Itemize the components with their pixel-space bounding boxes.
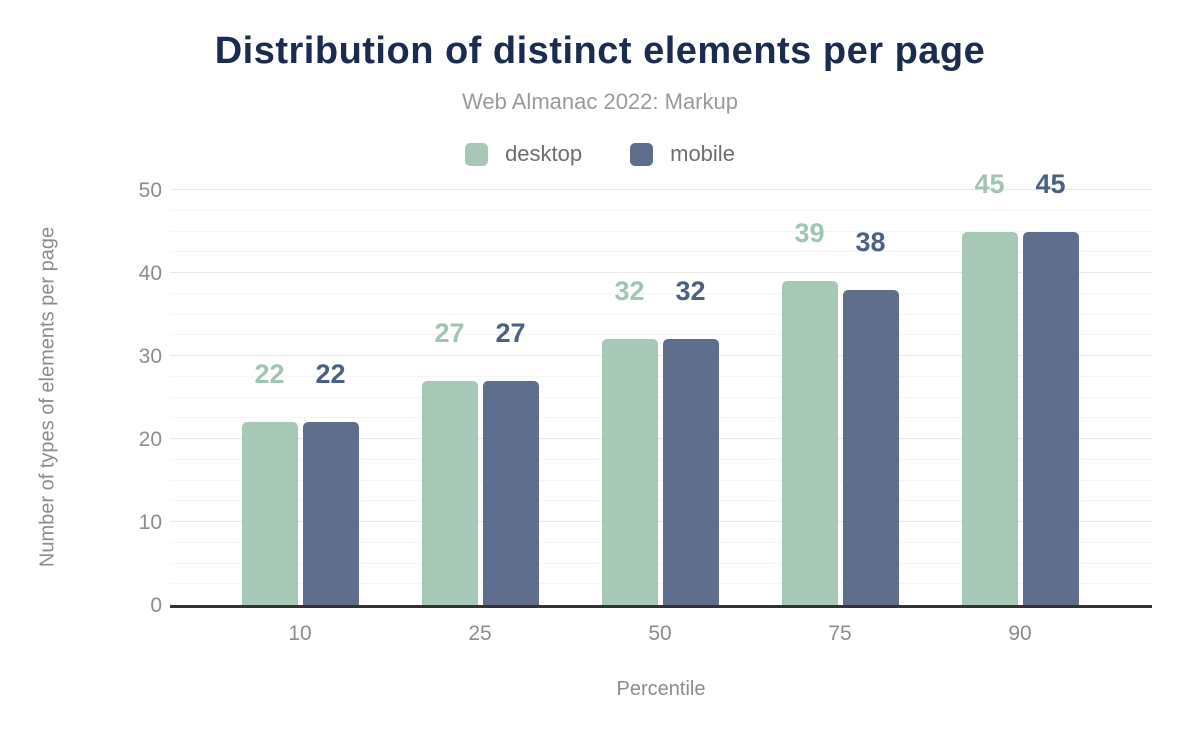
- bar-label-desktop-p50: 32: [614, 276, 645, 307]
- gridline-minor: [170, 209, 1152, 211]
- gridline-minor: [170, 396, 1152, 398]
- legend: desktop mobile: [0, 141, 1200, 167]
- bar-mobile-p50[interactable]: [662, 339, 719, 605]
- plot-area: 22 22 27 27 32 32 39 38 45 45: [170, 170, 1152, 608]
- gridline-minor: [170, 292, 1152, 294]
- gridline-minor: [170, 583, 1152, 585]
- x-tick-label-50: 50: [648, 622, 672, 645]
- y-axis-title: Number of types of elements per page: [36, 226, 59, 568]
- y-tick-label: 50: [138, 179, 162, 202]
- bar-label-mobile-p25: 27: [495, 317, 526, 348]
- y-tick-label: 10: [138, 511, 162, 534]
- gridline-minor: [170, 479, 1152, 481]
- bar-label-desktop-p75: 39: [794, 218, 825, 249]
- gridline-major: [170, 438, 1152, 439]
- bar-mobile-p25[interactable]: [482, 380, 539, 605]
- bar-label-desktop-p90: 45: [974, 168, 1005, 199]
- gridline-minor: [170, 313, 1152, 315]
- gridline-minor: [170, 251, 1152, 253]
- bar-label-mobile-p90: 45: [1035, 168, 1066, 199]
- bar-label-mobile-p75: 38: [855, 226, 886, 257]
- gridline-minor: [170, 417, 1152, 419]
- gridline-minor: [170, 334, 1152, 336]
- bar-desktop-p75[interactable]: [781, 281, 838, 605]
- legend-item-desktop: desktop: [465, 141, 582, 167]
- gridline-minor: [170, 500, 1152, 502]
- desktop-swatch-icon: [465, 142, 489, 166]
- gridline-major: [170, 189, 1152, 190]
- x-tick-label-10: 10: [288, 622, 312, 645]
- gridline-minor: [170, 562, 1152, 564]
- bar-mobile-p90[interactable]: [1022, 231, 1079, 605]
- y-tick-label: 30: [138, 345, 162, 368]
- x-tick-label-90: 90: [1008, 622, 1032, 645]
- bar-label-mobile-p10: 22: [315, 359, 346, 390]
- y-tick-label: 0: [150, 594, 162, 617]
- bar-desktop-p25[interactable]: [421, 380, 478, 605]
- x-tick-label-75: 75: [828, 622, 852, 645]
- gridline-minor: [170, 541, 1152, 543]
- bar-mobile-p10[interactable]: [302, 422, 359, 605]
- bar-desktop-p90[interactable]: [961, 231, 1018, 605]
- x-tick-label-25: 25: [468, 622, 492, 645]
- bar-label-desktop-p25: 27: [434, 317, 465, 348]
- mobile-swatch-icon: [630, 142, 654, 166]
- chart-title: Distribution of distinct elements per pa…: [214, 30, 986, 72]
- bar-desktop-p50[interactable]: [601, 339, 658, 605]
- y-tick-label: 40: [138, 262, 162, 285]
- gridline-major: [170, 272, 1152, 273]
- gridline-minor: [170, 230, 1152, 232]
- legend-label-desktop: desktop: [505, 141, 583, 166]
- gridline-minor: [170, 458, 1152, 460]
- legend-item-mobile: mobile: [630, 141, 735, 167]
- bar-label-mobile-p50: 32: [675, 276, 706, 307]
- bar-mobile-p75[interactable]: [842, 289, 899, 605]
- gridline-major: [170, 355, 1152, 356]
- x-axis-title: Percentile: [616, 678, 706, 700]
- bar-label-desktop-p10: 22: [254, 359, 285, 390]
- legend-label-mobile: mobile: [670, 141, 735, 166]
- y-tick-label: 20: [138, 428, 162, 451]
- chart-subtitle: Web Almanac 2022: Markup: [462, 89, 738, 114]
- gridline-minor: [170, 375, 1152, 377]
- gridline-major: [170, 521, 1152, 522]
- bar-desktop-p10[interactable]: [241, 422, 298, 605]
